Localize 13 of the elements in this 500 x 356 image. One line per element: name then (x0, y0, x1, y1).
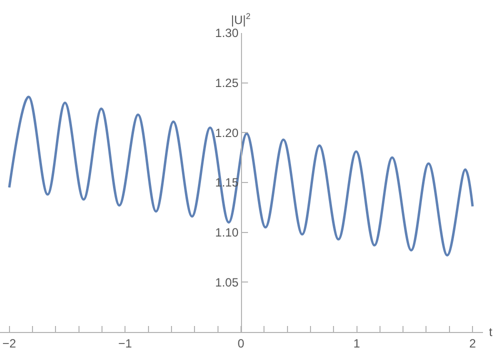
x-tick-label: 1 (353, 336, 360, 350)
x-tick-label: −2 (2, 336, 16, 350)
y-tick-label: 1.30 (215, 26, 239, 40)
y-tick-label: 1.25 (215, 76, 239, 90)
line-series (8, 96, 474, 256)
y-tick-label: 1.10 (215, 226, 239, 240)
x-tick-label: 2 (469, 336, 476, 350)
x-tick-label: 0 (238, 336, 245, 350)
y-tick-label: 1.20 (215, 126, 239, 140)
x-tick-label: −1 (118, 336, 132, 350)
x-axis-title: t (489, 325, 493, 339)
y-tick-label: 1.05 (215, 275, 239, 290)
y-axis-title: |U|$^{2}$ (231, 11, 251, 28)
